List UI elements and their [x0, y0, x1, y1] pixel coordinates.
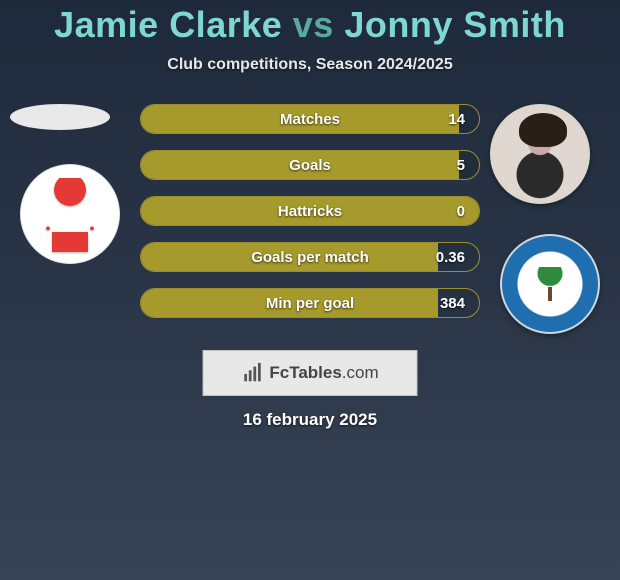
stat-bar-matches: Matches 14 — [140, 104, 480, 134]
stat-value: 5 — [457, 151, 465, 179]
vs-separator: vs — [293, 4, 334, 45]
player2-club-badge — [500, 234, 600, 334]
bar-chart-icon — [241, 362, 263, 384]
content-area: Matches 14 Goals 5 Hattricks 0 Goals per… — [0, 104, 620, 344]
wigan-athletic-crest-icon — [537, 267, 563, 301]
stat-bar-min-per-goal: Min per goal 384 — [140, 288, 480, 318]
snapshot-date: 16 february 2025 — [0, 410, 620, 430]
stat-value: 0 — [457, 197, 465, 225]
brand-text-light: .com — [342, 363, 379, 382]
infographic-root: Jamie Clarke vs Jonny Smith Club competi… — [0, 0, 620, 580]
lincoln-city-crest-icon — [35, 172, 105, 256]
player1-photo-placeholder — [10, 104, 110, 130]
stat-bar-goals-per-match: Goals per match 0.36 — [140, 242, 480, 272]
player1-club-badge — [20, 164, 120, 264]
brand-text-bold: FcTables — [269, 363, 341, 382]
player2-name: Jonny Smith — [344, 4, 566, 45]
stat-label: Goals per match — [141, 243, 479, 271]
stat-label: Goals — [141, 151, 479, 179]
brand-watermark: FcTables.com — [203, 350, 418, 396]
stat-bars: Matches 14 Goals 5 Hattricks 0 Goals per… — [140, 104, 480, 334]
stat-value: 0.36 — [436, 243, 465, 271]
player2-photo — [490, 104, 590, 204]
stat-bar-goals: Goals 5 — [140, 150, 480, 180]
subtitle: Club competitions, Season 2024/2025 — [0, 56, 620, 74]
stat-label: Min per goal — [141, 289, 479, 317]
page-title: Jamie Clarke vs Jonny Smith — [0, 0, 620, 46]
brand-text: FcTables.com — [269, 363, 378, 383]
stat-label: Hattricks — [141, 197, 479, 225]
player1-name: Jamie Clarke — [54, 4, 282, 45]
stat-value: 14 — [448, 105, 465, 133]
stat-label: Matches — [141, 105, 479, 133]
stat-bar-hattricks: Hattricks 0 — [140, 196, 480, 226]
stat-value: 384 — [440, 289, 465, 317]
